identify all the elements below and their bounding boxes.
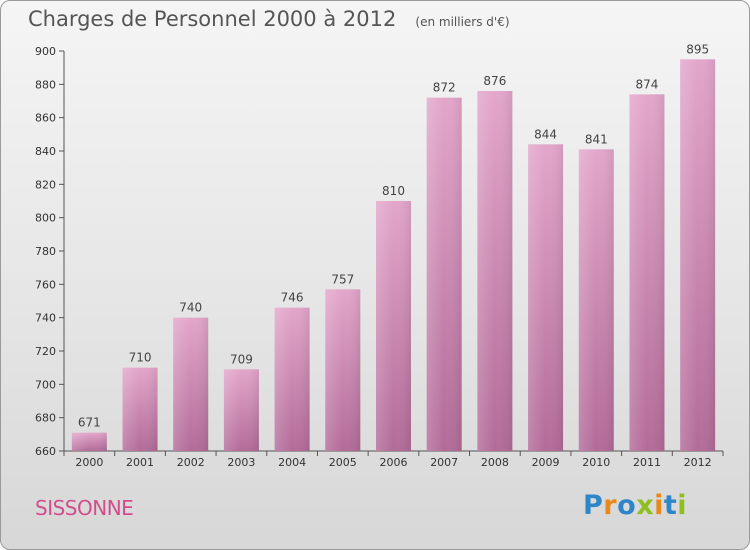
x-tick-label: 2002 bbox=[177, 456, 205, 469]
x-tick-label: 2006 bbox=[380, 456, 408, 469]
bar-shade bbox=[376, 201, 411, 451]
bar-shade bbox=[426, 97, 462, 452]
logo-letter: r bbox=[603, 490, 618, 521]
data-label: 671 bbox=[78, 416, 101, 430]
y-tick-label: 780 bbox=[35, 245, 56, 258]
y-tick-label: 680 bbox=[35, 412, 56, 425]
bar-shade bbox=[274, 307, 310, 451]
data-label: 709 bbox=[230, 352, 253, 366]
x-tick-label: 2008 bbox=[481, 456, 509, 469]
y-tick-label: 820 bbox=[35, 178, 56, 191]
y-tick-label: 880 bbox=[35, 78, 56, 91]
bar-shade bbox=[223, 369, 259, 451]
data-label: 895 bbox=[686, 42, 709, 56]
bar-shade bbox=[325, 289, 361, 451]
logo-letter: t bbox=[663, 490, 678, 521]
bar-shade bbox=[578, 149, 614, 452]
data-label: 740 bbox=[179, 301, 202, 315]
logo-letter: i bbox=[654, 490, 664, 521]
x-tick-label: 2012 bbox=[684, 456, 712, 469]
logo-letter: P bbox=[583, 490, 604, 521]
x-tick-label: 2004 bbox=[278, 456, 306, 469]
bar-shade bbox=[477, 91, 513, 451]
proxiti-logo[interactable]: Proxiti bbox=[583, 490, 687, 521]
y-tick-label: 760 bbox=[35, 278, 56, 291]
y-tick-label: 700 bbox=[35, 378, 56, 391]
x-axis: 2000 2001 2002 2003 2004 2005 2006 2007 2008 2009… bbox=[63, 450, 724, 469]
bar-shade bbox=[173, 317, 209, 451]
city-name: SISSONNE bbox=[35, 496, 134, 520]
bar-shade bbox=[528, 144, 564, 452]
x-tick-label: 2007 bbox=[430, 456, 458, 469]
data-labels: 671 710 740 709 746 757 810 872 876 844 841 874 895 bbox=[78, 42, 709, 429]
data-label: 874 bbox=[636, 77, 659, 91]
logo-letter: i bbox=[677, 490, 688, 521]
x-tick-label: 2010 bbox=[582, 456, 610, 469]
data-label: 844 bbox=[534, 127, 557, 141]
x-tick-label: 2005 bbox=[329, 456, 357, 469]
data-label: 841 bbox=[585, 132, 608, 146]
logo-letter: x bbox=[636, 490, 655, 521]
bars bbox=[71, 59, 716, 452]
data-label: 757 bbox=[331, 272, 354, 286]
data-label: 810 bbox=[382, 184, 405, 198]
logo-letter: o bbox=[617, 490, 637, 521]
x-tick-label: 2011 bbox=[633, 456, 661, 469]
y-tick-label: 900 bbox=[35, 45, 56, 58]
y-tick-label: 720 bbox=[35, 345, 56, 358]
data-label: 872 bbox=[433, 81, 456, 95]
x-tick-label: 2009 bbox=[532, 456, 560, 469]
y-tick-label: 660 bbox=[35, 445, 56, 458]
bar-shade bbox=[629, 94, 665, 451]
x-tick-label: 2000 bbox=[75, 456, 103, 469]
y-tick-label: 840 bbox=[35, 145, 56, 158]
bar-shade bbox=[122, 367, 158, 451]
bar-shade bbox=[71, 432, 107, 451]
data-label: 876 bbox=[483, 74, 506, 88]
data-label: 710 bbox=[129, 351, 152, 365]
title-row: Charges de Personnel 2000 à 2012 (en mil… bbox=[28, 7, 510, 31]
y-tick-label: 860 bbox=[35, 112, 56, 125]
chart-title: Charges de Personnel 2000 à 2012 bbox=[28, 7, 397, 31]
bar-shade bbox=[680, 59, 716, 451]
chart-subtitle: (en milliers d'€) bbox=[415, 15, 510, 29]
data-label: 746 bbox=[281, 291, 304, 305]
y-tick-label: 740 bbox=[35, 312, 56, 325]
y-axis: 660 680 700 720 740 760 780 800 820 840 860 880 900 bbox=[35, 45, 65, 458]
y-tick-label: 800 bbox=[35, 212, 56, 225]
x-tick-label: 2003 bbox=[227, 456, 255, 469]
x-tick-label: 2001 bbox=[126, 456, 154, 469]
